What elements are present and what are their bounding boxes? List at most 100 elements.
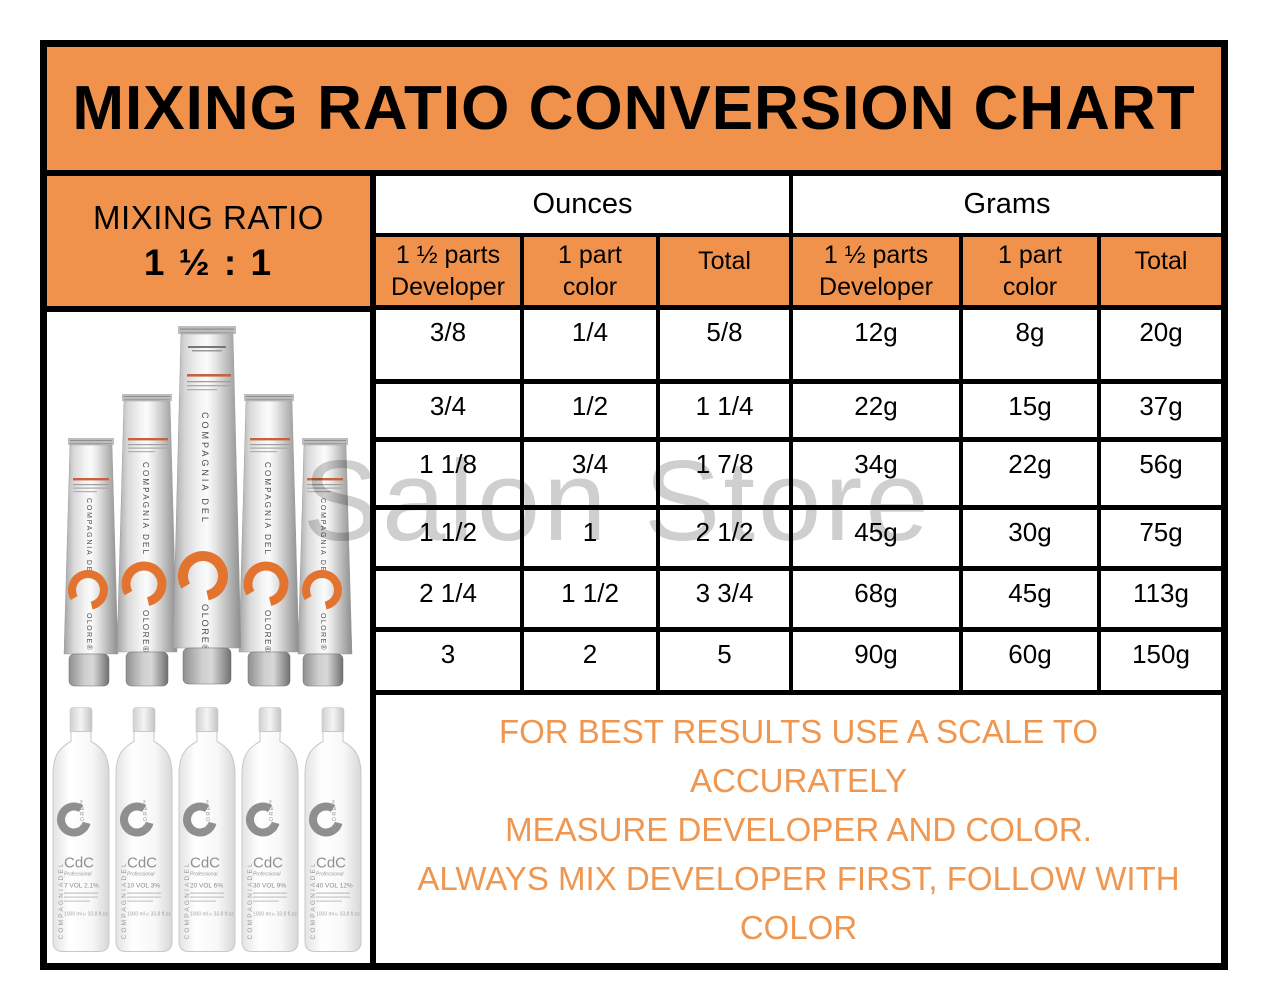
table-cell: 3/4 (376, 379, 524, 442)
developer-bottle: OLORE™ COMPAGNIADEL CdC Professional 30 … (241, 707, 299, 952)
bottle-side-text: COMPAGNIADEL (58, 861, 65, 939)
bottle-volume-text: 7 VOL 2.1% (64, 883, 99, 890)
table-cell: 3/8 (376, 305, 524, 384)
table-cell: 45g (959, 566, 1101, 632)
col-header-line: color (562, 273, 618, 301)
developer-bottle: OLORE™ COMPAGNIADEL CdC Professional 20 … (178, 707, 236, 952)
table-cell: 5/8 (656, 305, 793, 384)
table-cell: 90g (789, 627, 963, 695)
table-cell: 113g (1096, 566, 1222, 632)
conversion-table: Ounces Grams 1 ½ parts Developer 1 part co… (376, 176, 1222, 695)
bottle-side-text: COMPAGNIADEL (121, 861, 128, 939)
table-cell: 5 (656, 627, 793, 695)
table-row: 3/8 1/4 5/8 12g 8g 20g (376, 305, 1222, 384)
colore-c-swoosh-icon (302, 570, 342, 610)
colore-c-swoosh-icon (178, 551, 228, 601)
table-cell: 22g (959, 437, 1101, 510)
col-header-line: Developer (391, 273, 505, 301)
bottle-size-text: 1000 ml ℮ 33.8 fl.oz (253, 912, 297, 918)
table-cell: 1/4 (520, 305, 660, 384)
tube-brand-text: OLORE® (141, 610, 150, 654)
unit-header-row: Ounces Grams (376, 176, 1222, 237)
note-line: ALWAYS MIX DEVELOPER FIRST, FOLLOW WITH (417, 859, 1180, 897)
table-row: 3/4 1/2 1 1/4 22g 15g 37g (376, 379, 1222, 442)
color-tube: COMPAGNIA DEL OLORE® (172, 326, 242, 685)
table-cell: 12g (789, 305, 963, 384)
bottle-size-text: 1000 ml ℮ 33.8 fl.oz (127, 912, 171, 918)
main-area: MIXING RATIO 1 ½ : 1 (47, 176, 1222, 963)
developer-bottle: OLORE™ COMPAGNIADEL CdC Professional 7 V… (52, 707, 110, 952)
bottle-side-text: COMPAGNIADEL (184, 861, 191, 939)
bottle-sub-text: Professional (190, 872, 218, 878)
table-cell: 75g (1096, 505, 1222, 571)
table-cell: 15g (959, 379, 1101, 442)
bottle-sub-text: Professional (64, 872, 92, 878)
col-header-line: Total (698, 247, 751, 275)
column-header-row: 1 ½ parts Developer 1 part color Total 1 ½… (376, 233, 1222, 310)
table-cell: 1 1/8 (376, 437, 524, 510)
color-tube: COMPAGNIA DEL OLORE® (297, 438, 353, 687)
col-header-oz-total: Total (656, 233, 793, 310)
unit-header-ounces: Ounces (376, 176, 793, 237)
usage-note: FOR BEST RESULTS USE A SCALE TO ACCURATE… (376, 695, 1221, 963)
table-cell: 1/2 (520, 379, 660, 442)
tube-brand-text: COMPAGNIA DEL (141, 462, 150, 556)
table-row: 3 2 5 90g 60g 150g (376, 627, 1222, 695)
bottle-side-text: OLORE™ (206, 798, 212, 831)
developer-bottles-image: OLORE™ COMPAGNIADEL CdC Professional 7 V… (47, 699, 370, 963)
table-cell: 60g (959, 627, 1101, 695)
bottle-side-text: OLORE™ (143, 798, 149, 831)
color-tube: COMPAGNIA DEL OLORE® (116, 394, 178, 687)
table-row: 1 1/8 3/4 1 7/8 34g 22g 56g (376, 437, 1222, 510)
mixing-ratio-cell: MIXING RATIO 1 ½ : 1 (47, 176, 370, 312)
title-band: MIXING RATIO CONVERSION CHART (47, 47, 1221, 176)
tube-brand-text: COMPAGNIA DEL (319, 498, 326, 579)
colore-c-swoosh-icon (68, 570, 108, 610)
tube-brand-text: COMPAGNIA DEL (263, 462, 272, 556)
unit-header-grams: Grams (788, 176, 1222, 237)
bottle-volume-text: 10 VOL 3% (127, 883, 160, 890)
bottle-sub-text: Professional (127, 872, 155, 878)
table-cell: 2 (520, 627, 660, 695)
bottle-size-text: 1000 ml ℮ 33.8 fl.oz (64, 912, 108, 918)
table-cell: 1 1/4 (656, 379, 793, 442)
bottle-brand-text: CdC (253, 855, 283, 872)
bottle-brand-text: CdC (316, 855, 346, 872)
bottle-brand-text: CdC (64, 855, 94, 872)
page-title: MIXING RATIO CONVERSION CHART (72, 74, 1196, 143)
bottle-volume-text: 30 VOL 9% (253, 883, 286, 890)
color-tube: COMPAGNIA DEL OLORE® (63, 438, 119, 687)
table-cell: 2 1/4 (376, 566, 524, 632)
table-cell: 34g (789, 437, 963, 510)
col-header-line: 1 part (558, 241, 622, 269)
left-column: MIXING RATIO 1 ½ : 1 (47, 176, 376, 963)
tube-brand-text: COMPAGNIA DEL (85, 498, 92, 579)
bottle-volume-text: 20 VOL 6% (190, 883, 223, 890)
table-cell: 3 (376, 627, 524, 695)
chart-frame: MIXING RATIO CONVERSION CHART MIXING RAT… (40, 40, 1228, 970)
right-column: Ounces Grams 1 ½ parts Developer 1 part co… (376, 176, 1222, 963)
colore-c-swoosh-icon (243, 561, 289, 607)
col-header-oz-color: 1 part color (520, 233, 660, 310)
table-cell: 1 1/2 (520, 566, 660, 632)
table-cell: 56g (1096, 437, 1222, 510)
table-cell: 2 1/2 (656, 505, 793, 571)
col-header-line: 1 part (998, 241, 1062, 269)
bottle-size-text: 1000 ml ℮ 33.8 fl.oz (316, 912, 360, 918)
bottle-brand-text: CdC (190, 855, 220, 872)
note-line: FOR BEST RESULTS USE A SCALE TO ACCURATE… (498, 712, 1099, 799)
table-cell: 1 1/2 (376, 505, 524, 571)
tube-brand-text: OLORE® (319, 613, 327, 651)
tube-brand-text: OLORE® (263, 610, 272, 654)
bottle-side-text: OLORE™ (332, 798, 338, 831)
table-cell: 150g (1096, 627, 1222, 695)
table-cell: 1 7/8 (656, 437, 793, 510)
table-cell: 22g (789, 379, 963, 442)
table-cell: 20g (1096, 305, 1222, 384)
table-row: 2 1/4 1 1/2 3 3/4 68g 45g 113g (376, 566, 1222, 632)
tube-brand-text: OLORE® (85, 613, 93, 651)
col-header-oz-developer: 1 ½ parts Developer (376, 233, 524, 310)
col-header-g-developer: 1 ½ parts Developer (789, 233, 963, 310)
bottle-side-text: OLORE™ (269, 798, 275, 831)
col-header-line: Developer (819, 273, 933, 301)
